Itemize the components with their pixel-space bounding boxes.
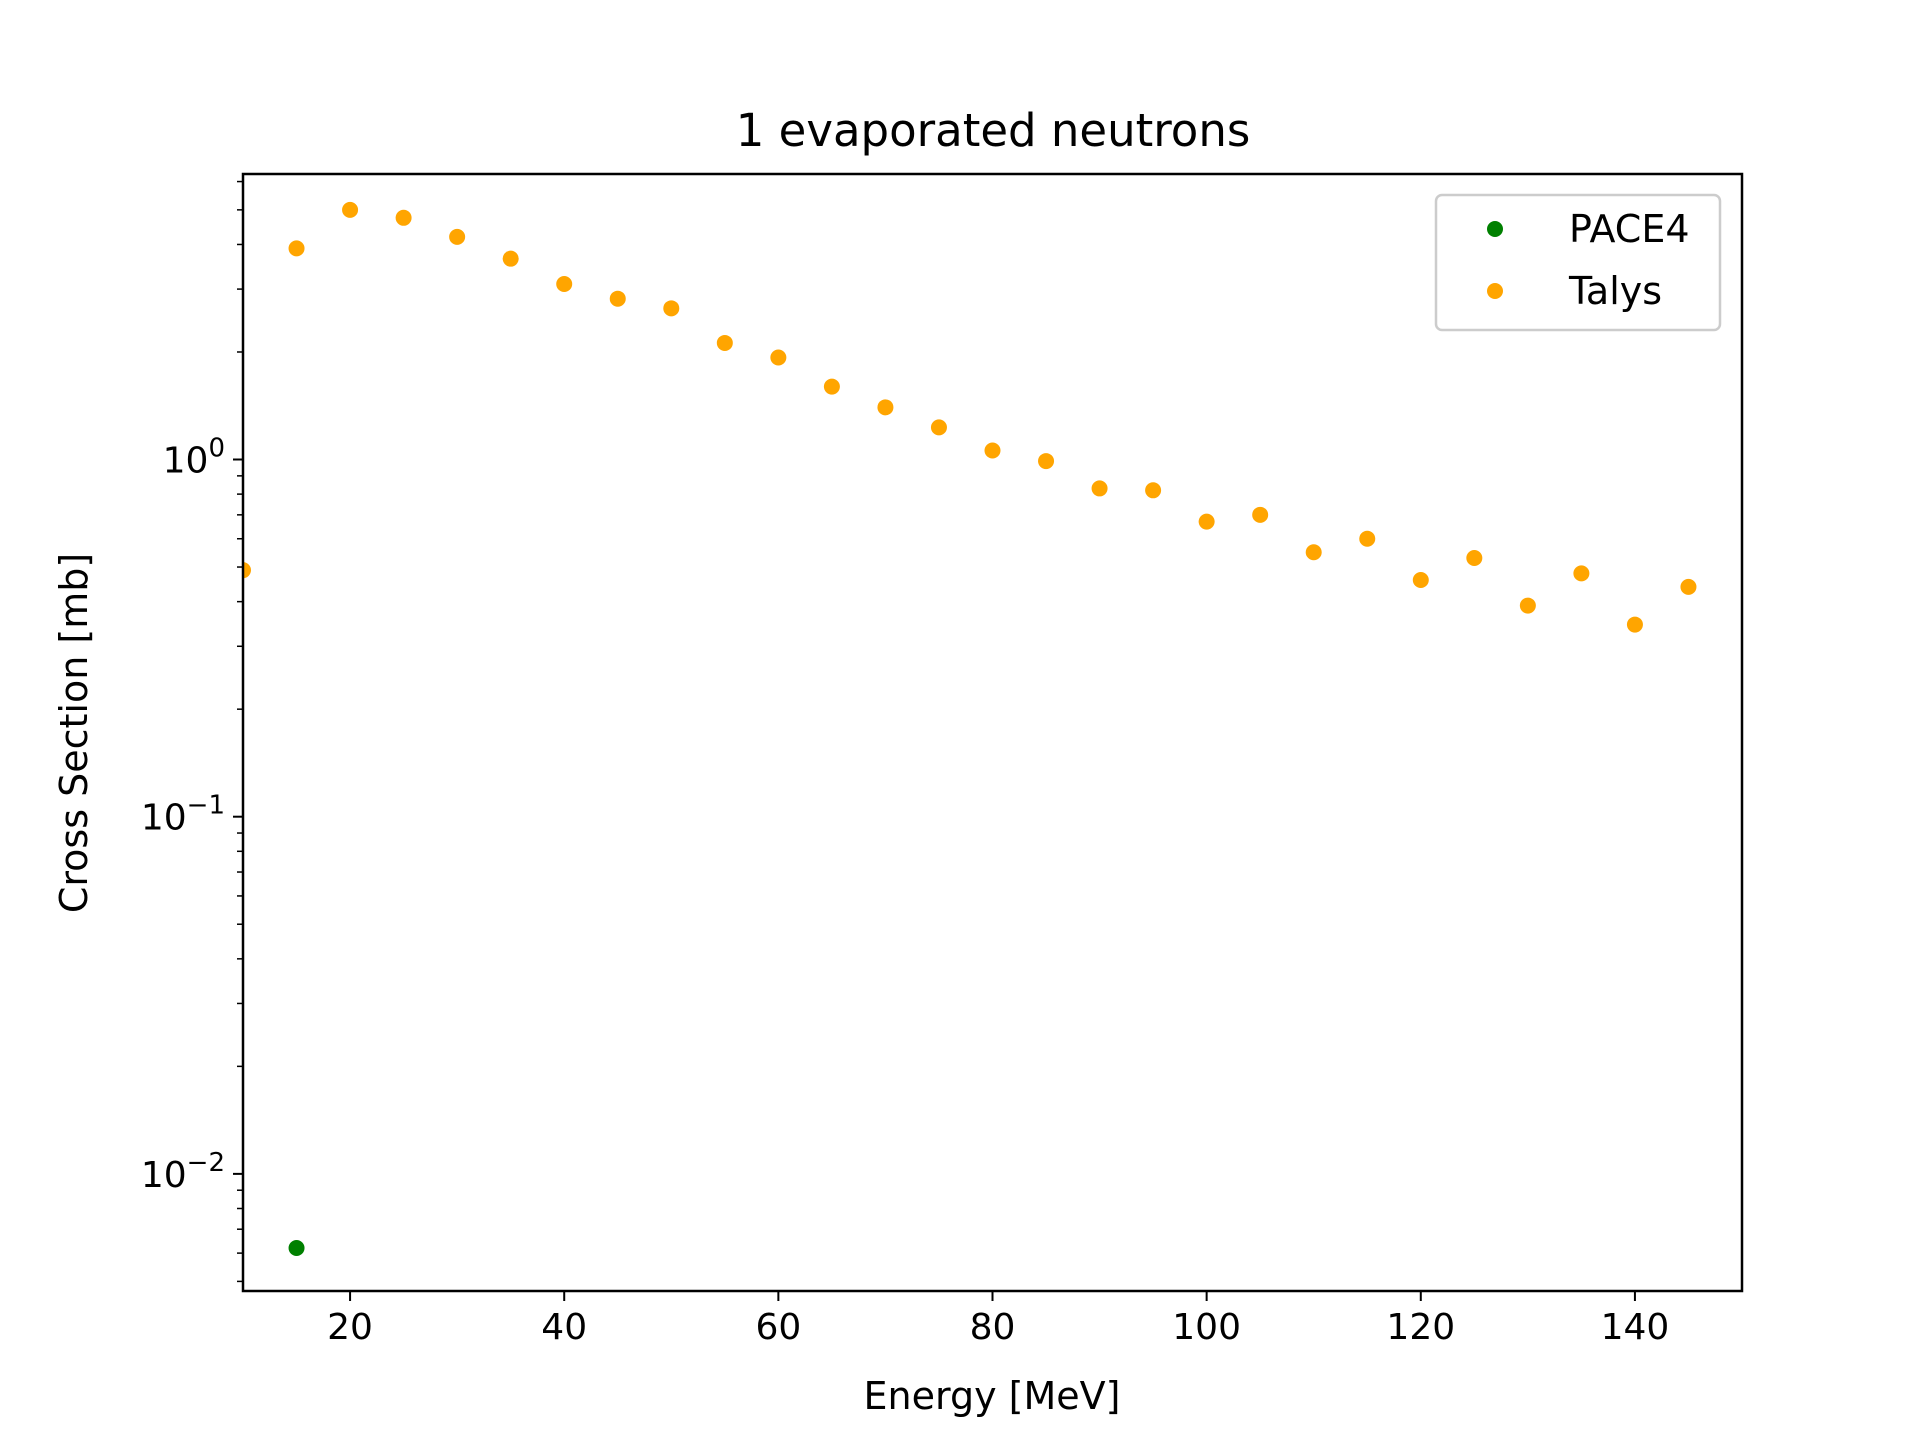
legend-box xyxy=(1434,193,1722,332)
y-tick-label-2: 10−2 xyxy=(141,1148,225,1196)
data-point-talys-25 xyxy=(1573,565,1590,582)
chart-title: 1 evaporated neutrons xyxy=(736,104,1251,157)
legend-label-pace4: PACE4 xyxy=(1569,207,1690,251)
x-tick-label-100: 100 xyxy=(1172,1307,1241,1348)
x-tick-label-140: 140 xyxy=(1601,1307,1670,1348)
y-tick-label-0: 100 xyxy=(163,434,225,482)
x-tick-label-80: 80 xyxy=(970,1307,1016,1348)
x-axis-label: Energy [MeV] xyxy=(864,1374,1121,1418)
data-point-talys-15 xyxy=(1038,453,1055,470)
data-point-talys-2 xyxy=(342,201,359,218)
data-point-talys-16 xyxy=(1091,480,1108,497)
data-point-talys-4 xyxy=(449,228,466,245)
data-point-talys-7 xyxy=(609,290,626,307)
y-axis-ticks: 100 10−1 10−2 xyxy=(141,180,243,1283)
x-axis-ticks: 20 40 60 80 100 120 140 xyxy=(327,1291,1669,1348)
data-point-talys-24 xyxy=(1519,597,1536,614)
data-point-talys-22 xyxy=(1412,571,1429,588)
data-point-talys-21 xyxy=(1359,530,1376,547)
legend: PACE4 Talys xyxy=(1434,193,1722,332)
data-point-talys-26 xyxy=(1626,616,1643,633)
data-point-talys-13 xyxy=(930,419,947,436)
data-point-talys-19 xyxy=(1252,506,1269,523)
data-point-pace4-0 xyxy=(288,1240,305,1257)
data-point-talys-11 xyxy=(823,378,840,395)
data-point-talys-9 xyxy=(716,334,733,351)
data-point-talys-5 xyxy=(502,250,519,267)
data-point-talys-27 xyxy=(1680,578,1697,595)
x-tick-label-120: 120 xyxy=(1386,1307,1455,1348)
data-point-talys-1 xyxy=(288,240,305,257)
data-point-talys-23 xyxy=(1466,550,1483,566)
data-point-talys-10 xyxy=(770,349,787,366)
x-tick-label-60: 60 xyxy=(755,1307,801,1348)
legend-label-talys: Talys xyxy=(1568,269,1662,313)
y-axis-label: Cross Section [mb] xyxy=(52,553,96,913)
data-point-talys-20 xyxy=(1305,544,1322,561)
legend-marker-talys xyxy=(1487,283,1503,299)
data-point-talys-17 xyxy=(1145,482,1162,499)
y-tick-label-1: 10−1 xyxy=(141,791,225,839)
data-point-talys-3 xyxy=(395,209,412,226)
data-point-talys-12 xyxy=(877,399,894,416)
data-point-talys-6 xyxy=(556,276,573,293)
data-point-talys-14 xyxy=(984,442,1001,459)
data-point-talys-18 xyxy=(1198,513,1215,530)
x-tick-label-20: 20 xyxy=(327,1307,373,1348)
plot-area xyxy=(243,201,1697,1257)
data-point-talys-0 xyxy=(243,562,251,579)
legend-marker-pace4 xyxy=(1487,221,1503,237)
x-tick-label-40: 40 xyxy=(541,1307,587,1348)
data-point-talys-8 xyxy=(663,300,680,317)
